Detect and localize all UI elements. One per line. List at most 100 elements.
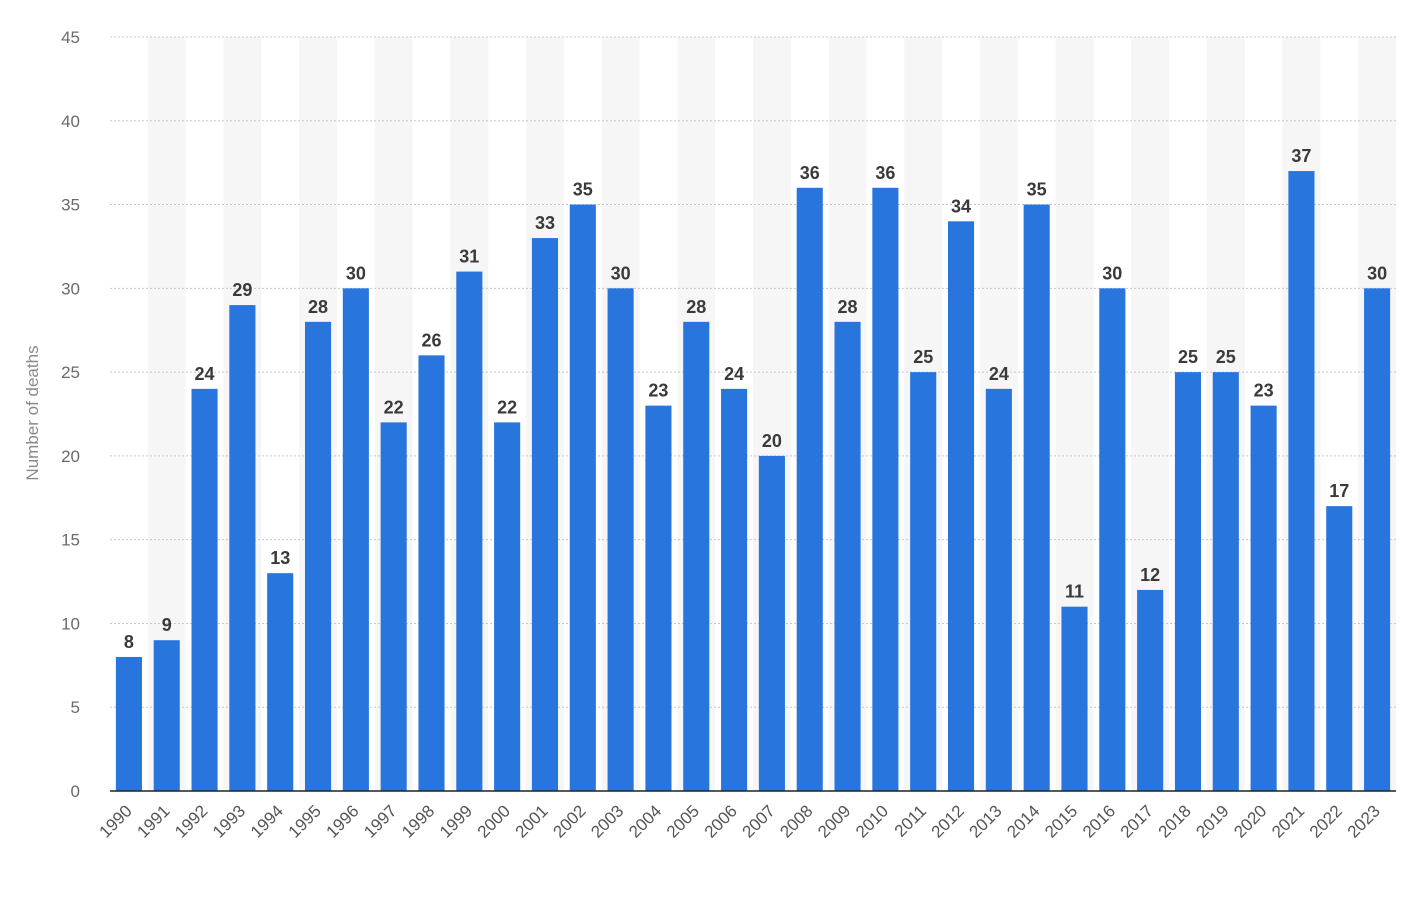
bar-1996 [342, 288, 369, 791]
x-tick-label: 1993 [209, 801, 249, 841]
y-tick-label: 30 [61, 279, 80, 298]
data-label: 22 [384, 397, 404, 417]
x-tick-label: 2007 [739, 801, 779, 841]
bar-1999 [456, 271, 483, 792]
bar-2012 [947, 221, 975, 792]
data-label: 22 [497, 397, 517, 417]
x-tick-label: 2004 [625, 801, 665, 841]
x-tick-label: 1991 [133, 801, 173, 841]
x-tick-label: 1998 [398, 801, 438, 841]
bar-2016 [1099, 288, 1126, 791]
data-label: 28 [686, 297, 706, 317]
bar-2020 [1250, 405, 1277, 791]
x-tick-label: 2000 [474, 801, 514, 841]
data-label: 35 [1027, 180, 1047, 200]
x-tick-label: 2015 [1041, 801, 1081, 841]
data-label: 25 [1178, 347, 1198, 367]
bar-2015 [1061, 606, 1088, 791]
data-label: 23 [1254, 381, 1274, 401]
data-label: 30 [1102, 263, 1122, 283]
x-tick-label: 2016 [1079, 801, 1119, 841]
y-tick-label: 45 [61, 28, 80, 47]
bar-2007 [758, 455, 785, 791]
data-label: 9 [162, 615, 172, 635]
data-label: 24 [989, 364, 1009, 384]
x-tick-label: 2021 [1268, 801, 1308, 841]
x-tick-label: 2001 [512, 801, 552, 841]
bars [115, 171, 1391, 792]
x-tick-label: 2005 [663, 801, 703, 841]
x-tick-label: 2012 [928, 801, 968, 841]
data-label: 11 [1065, 582, 1084, 602]
x-tick-label: 2019 [1192, 801, 1232, 841]
x-tick-label: 2013 [965, 801, 1005, 841]
data-label: 25 [913, 347, 933, 367]
data-label: 13 [270, 548, 290, 568]
y-tick-label: 5 [71, 698, 80, 717]
y-tick-label: 10 [61, 614, 80, 633]
data-labels: 8 9 24 29 13 28 30 22 26 31 22 33 35 30 23 28 24 20 36 28 36… [124, 146, 1387, 652]
bar-1992 [191, 388, 218, 791]
x-tick-label: 2011 [891, 801, 930, 840]
y-tick-label: 35 [61, 196, 80, 215]
data-label: 31 [459, 247, 479, 267]
bar-2014 [1023, 204, 1050, 792]
x-tick-label: 2023 [1344, 801, 1384, 841]
x-tick-label: 2014 [1003, 801, 1043, 841]
bar-2002 [569, 204, 596, 792]
y-tick-label: 15 [61, 531, 80, 550]
bar-2003 [607, 288, 634, 791]
x-axis-ticks: 1990199119921993199419951996199719981999… [96, 801, 1384, 841]
bar-2013 [985, 388, 1012, 791]
data-label: 12 [1140, 565, 1160, 585]
data-label: 23 [648, 381, 668, 401]
bar-2006 [721, 388, 748, 791]
data-label: 28 [308, 297, 328, 317]
data-label: 34 [951, 196, 971, 216]
bar-1991 [153, 640, 180, 791]
y-tick-label: 0 [71, 782, 80, 801]
x-tick-label: 1990 [96, 801, 136, 841]
data-label: 20 [762, 431, 782, 451]
x-tick-label: 2022 [1306, 801, 1346, 841]
bar-2001 [531, 238, 559, 792]
data-label: 30 [1367, 263, 1387, 283]
bar-2021 [1288, 171, 1315, 792]
bar-1997 [380, 422, 407, 791]
bar-2011 [910, 372, 937, 791]
y-tick-label: 25 [61, 363, 80, 382]
bar-2019 [1212, 372, 1239, 791]
bar-2010 [872, 187, 899, 792]
x-tick-label: 2020 [1230, 801, 1270, 841]
x-tick-label: 2002 [549, 801, 589, 841]
bar-1994 [267, 573, 294, 791]
bar-1995 [304, 321, 332, 791]
data-label: 28 [838, 297, 858, 317]
bar-2023 [1364, 288, 1391, 791]
data-label: 33 [535, 213, 555, 233]
x-tick-label: 2009 [814, 801, 854, 841]
x-tick-label: 2008 [776, 801, 816, 841]
x-tick-label: 2017 [1117, 801, 1157, 841]
bar-2022 [1326, 506, 1353, 791]
bar-2009 [834, 321, 861, 791]
data-label: 29 [232, 280, 252, 300]
y-axis-ticks: 0 5 10 15 20 25 30 35 40 45 [61, 28, 80, 801]
x-tick-label: 1996 [322, 801, 362, 841]
data-label: 37 [1291, 146, 1311, 166]
bar-1990 [115, 656, 142, 791]
x-tick-label: 1995 [285, 801, 325, 841]
data-label: 25 [1216, 347, 1236, 367]
x-tick-label: 2018 [1155, 801, 1195, 841]
data-label: 35 [573, 180, 593, 200]
y-tick-label: 40 [61, 112, 80, 131]
bar-2008 [796, 187, 823, 792]
bar-2005 [683, 321, 710, 791]
data-label: 17 [1329, 481, 1349, 501]
bar-1993 [229, 305, 256, 791]
bar-2017 [1137, 589, 1164, 791]
x-tick-label: 1997 [360, 801, 400, 841]
y-tick-label: 20 [61, 447, 80, 466]
data-label: 30 [346, 263, 366, 283]
